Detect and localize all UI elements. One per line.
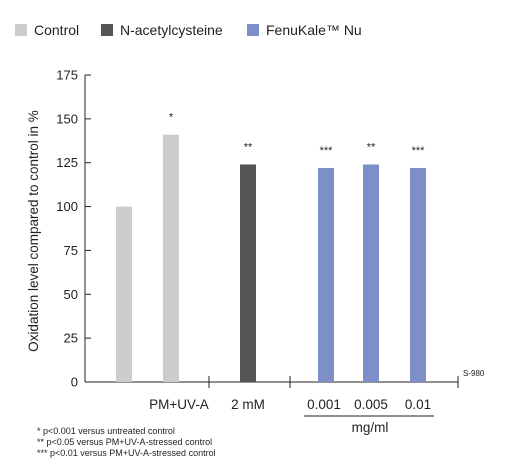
x-category-label: 0.005 [354, 397, 388, 412]
significance-label: ** [244, 141, 253, 153]
figure-code: S-980 [463, 369, 485, 378]
y-tick-label: 75 [64, 243, 78, 258]
y-tick-label: 25 [64, 331, 78, 346]
x-category-label: 0.01 [405, 397, 431, 412]
y-tick-label: 100 [56, 199, 78, 214]
legend-swatch [15, 24, 27, 36]
legend-label: FenuKale™ Nu [266, 22, 362, 38]
legend-swatch [247, 24, 259, 36]
bar [318, 167, 334, 382]
bar [163, 134, 179, 382]
y-tick-label: 0 [71, 375, 78, 390]
y-tick-label: 175 [56, 68, 78, 83]
significance-label: * [169, 112, 174, 124]
y-tick-label: 50 [64, 287, 78, 302]
x-category-label: 0.001 [307, 397, 341, 412]
axes: 0 25 50 75 100 125 150 175 [56, 68, 459, 390]
significance-label: *** [412, 145, 426, 157]
significance-label: ** [367, 141, 376, 153]
footnote: ** p<0.05 versus PM+UV-A-stressed contro… [37, 437, 212, 447]
y-axis-label: Oxidation level compared to control in % [26, 110, 41, 352]
bar [363, 164, 379, 382]
bar [240, 164, 256, 382]
legend: Control N-acetylcysteine FenuKale™ Nu [15, 22, 362, 38]
bar [116, 206, 132, 382]
x-category-label: PM+UV-A [149, 397, 209, 412]
legend-label: Control [34, 22, 79, 38]
x-unit-label: mg/ml [352, 420, 389, 435]
footnote: * p<0.001 versus untreated control [37, 426, 175, 436]
significance-label: *** [320, 145, 334, 157]
legend-swatch [101, 24, 113, 36]
category-labels: PM+UV-A 2 mM 0.001 0.005 0.01 mg/ml [149, 397, 434, 435]
footnotes: * p<0.001 versus untreated control** p<0… [37, 426, 216, 458]
legend-label: N-acetylcysteine [120, 22, 223, 38]
bar [410, 167, 426, 382]
y-tick-label: 150 [56, 111, 78, 126]
y-tick-label: 125 [56, 155, 78, 170]
footnote: *** p<0.01 versus PM+UV-A-stressed contr… [37, 448, 216, 458]
x-category-label: 2 mM [231, 397, 265, 412]
bars: *** *** ** *** [116, 112, 426, 382]
